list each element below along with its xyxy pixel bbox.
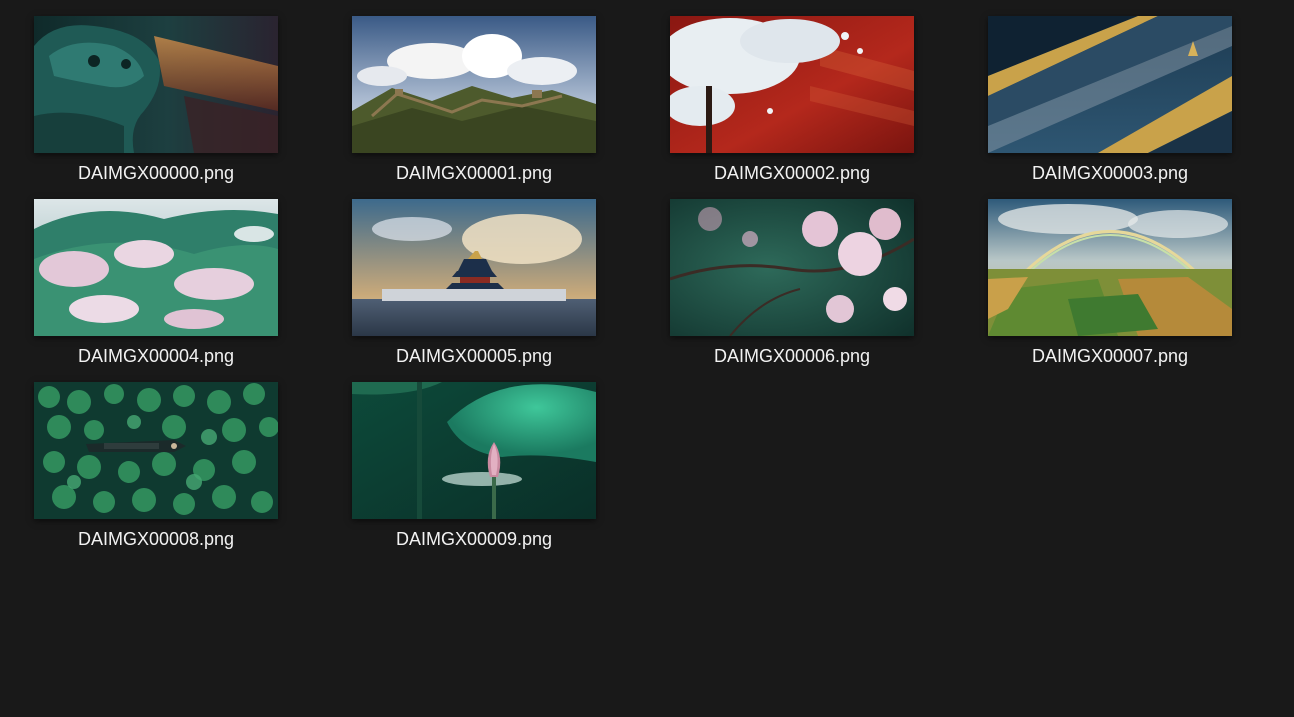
file-name: DAIMGX00008.png	[77, 529, 235, 549]
file-name: DAIMGX00001.png	[395, 163, 553, 183]
file-name: DAIMGX00006.png	[713, 346, 871, 366]
file-name: DAIMGX00000.png	[77, 163, 235, 183]
lotus-bud-thumbnail	[352, 382, 596, 519]
white-blossom-red-wall-thumbnail	[670, 16, 914, 153]
file-item-daimgx00005[interactable]: DAIMGX00005.png	[337, 199, 637, 374]
great-wall-mountains-thumbnail	[352, 16, 596, 153]
file-name: DAIMGX00005.png	[395, 346, 553, 366]
palace-roof-thumbnail	[988, 16, 1232, 153]
file-item-daimgx00000[interactable]: DAIMGX00000.png	[19, 16, 319, 191]
file-name: DAIMGX00004.png	[77, 346, 235, 366]
file-item-daimgx00009[interactable]: DAIMGX00009.png	[337, 382, 637, 557]
file-name: DAIMGX00003.png	[1031, 163, 1189, 183]
rainbow-over-fields-thumbnail	[988, 199, 1232, 336]
file-item-daimgx00006[interactable]: DAIMGX00006.png	[655, 199, 955, 374]
file-item-daimgx00003[interactable]: DAIMGX00003.png	[973, 16, 1273, 191]
bronze-lion-statue-thumbnail	[34, 16, 278, 153]
file-item-daimgx00004[interactable]: DAIMGX00004.png	[19, 199, 319, 374]
boat-in-lotus-pond-thumbnail	[34, 382, 278, 519]
file-item-daimgx00007[interactable]: DAIMGX00007.png	[973, 199, 1273, 374]
file-name: DAIMGX00007.png	[1031, 346, 1189, 366]
file-item-daimgx00008[interactable]: DAIMGX00008.png	[19, 382, 319, 557]
blossoming-hills-thumbnail	[34, 199, 278, 336]
pink-blossom-branches-thumbnail	[670, 199, 914, 336]
temple-of-heaven-thumbnail	[352, 199, 596, 336]
file-name: DAIMGX00002.png	[713, 163, 871, 183]
file-item-daimgx00002[interactable]: DAIMGX00002.png	[655, 16, 955, 191]
file-item-daimgx00001[interactable]: DAIMGX00001.png	[337, 16, 637, 191]
file-name: DAIMGX00009.png	[395, 529, 553, 549]
